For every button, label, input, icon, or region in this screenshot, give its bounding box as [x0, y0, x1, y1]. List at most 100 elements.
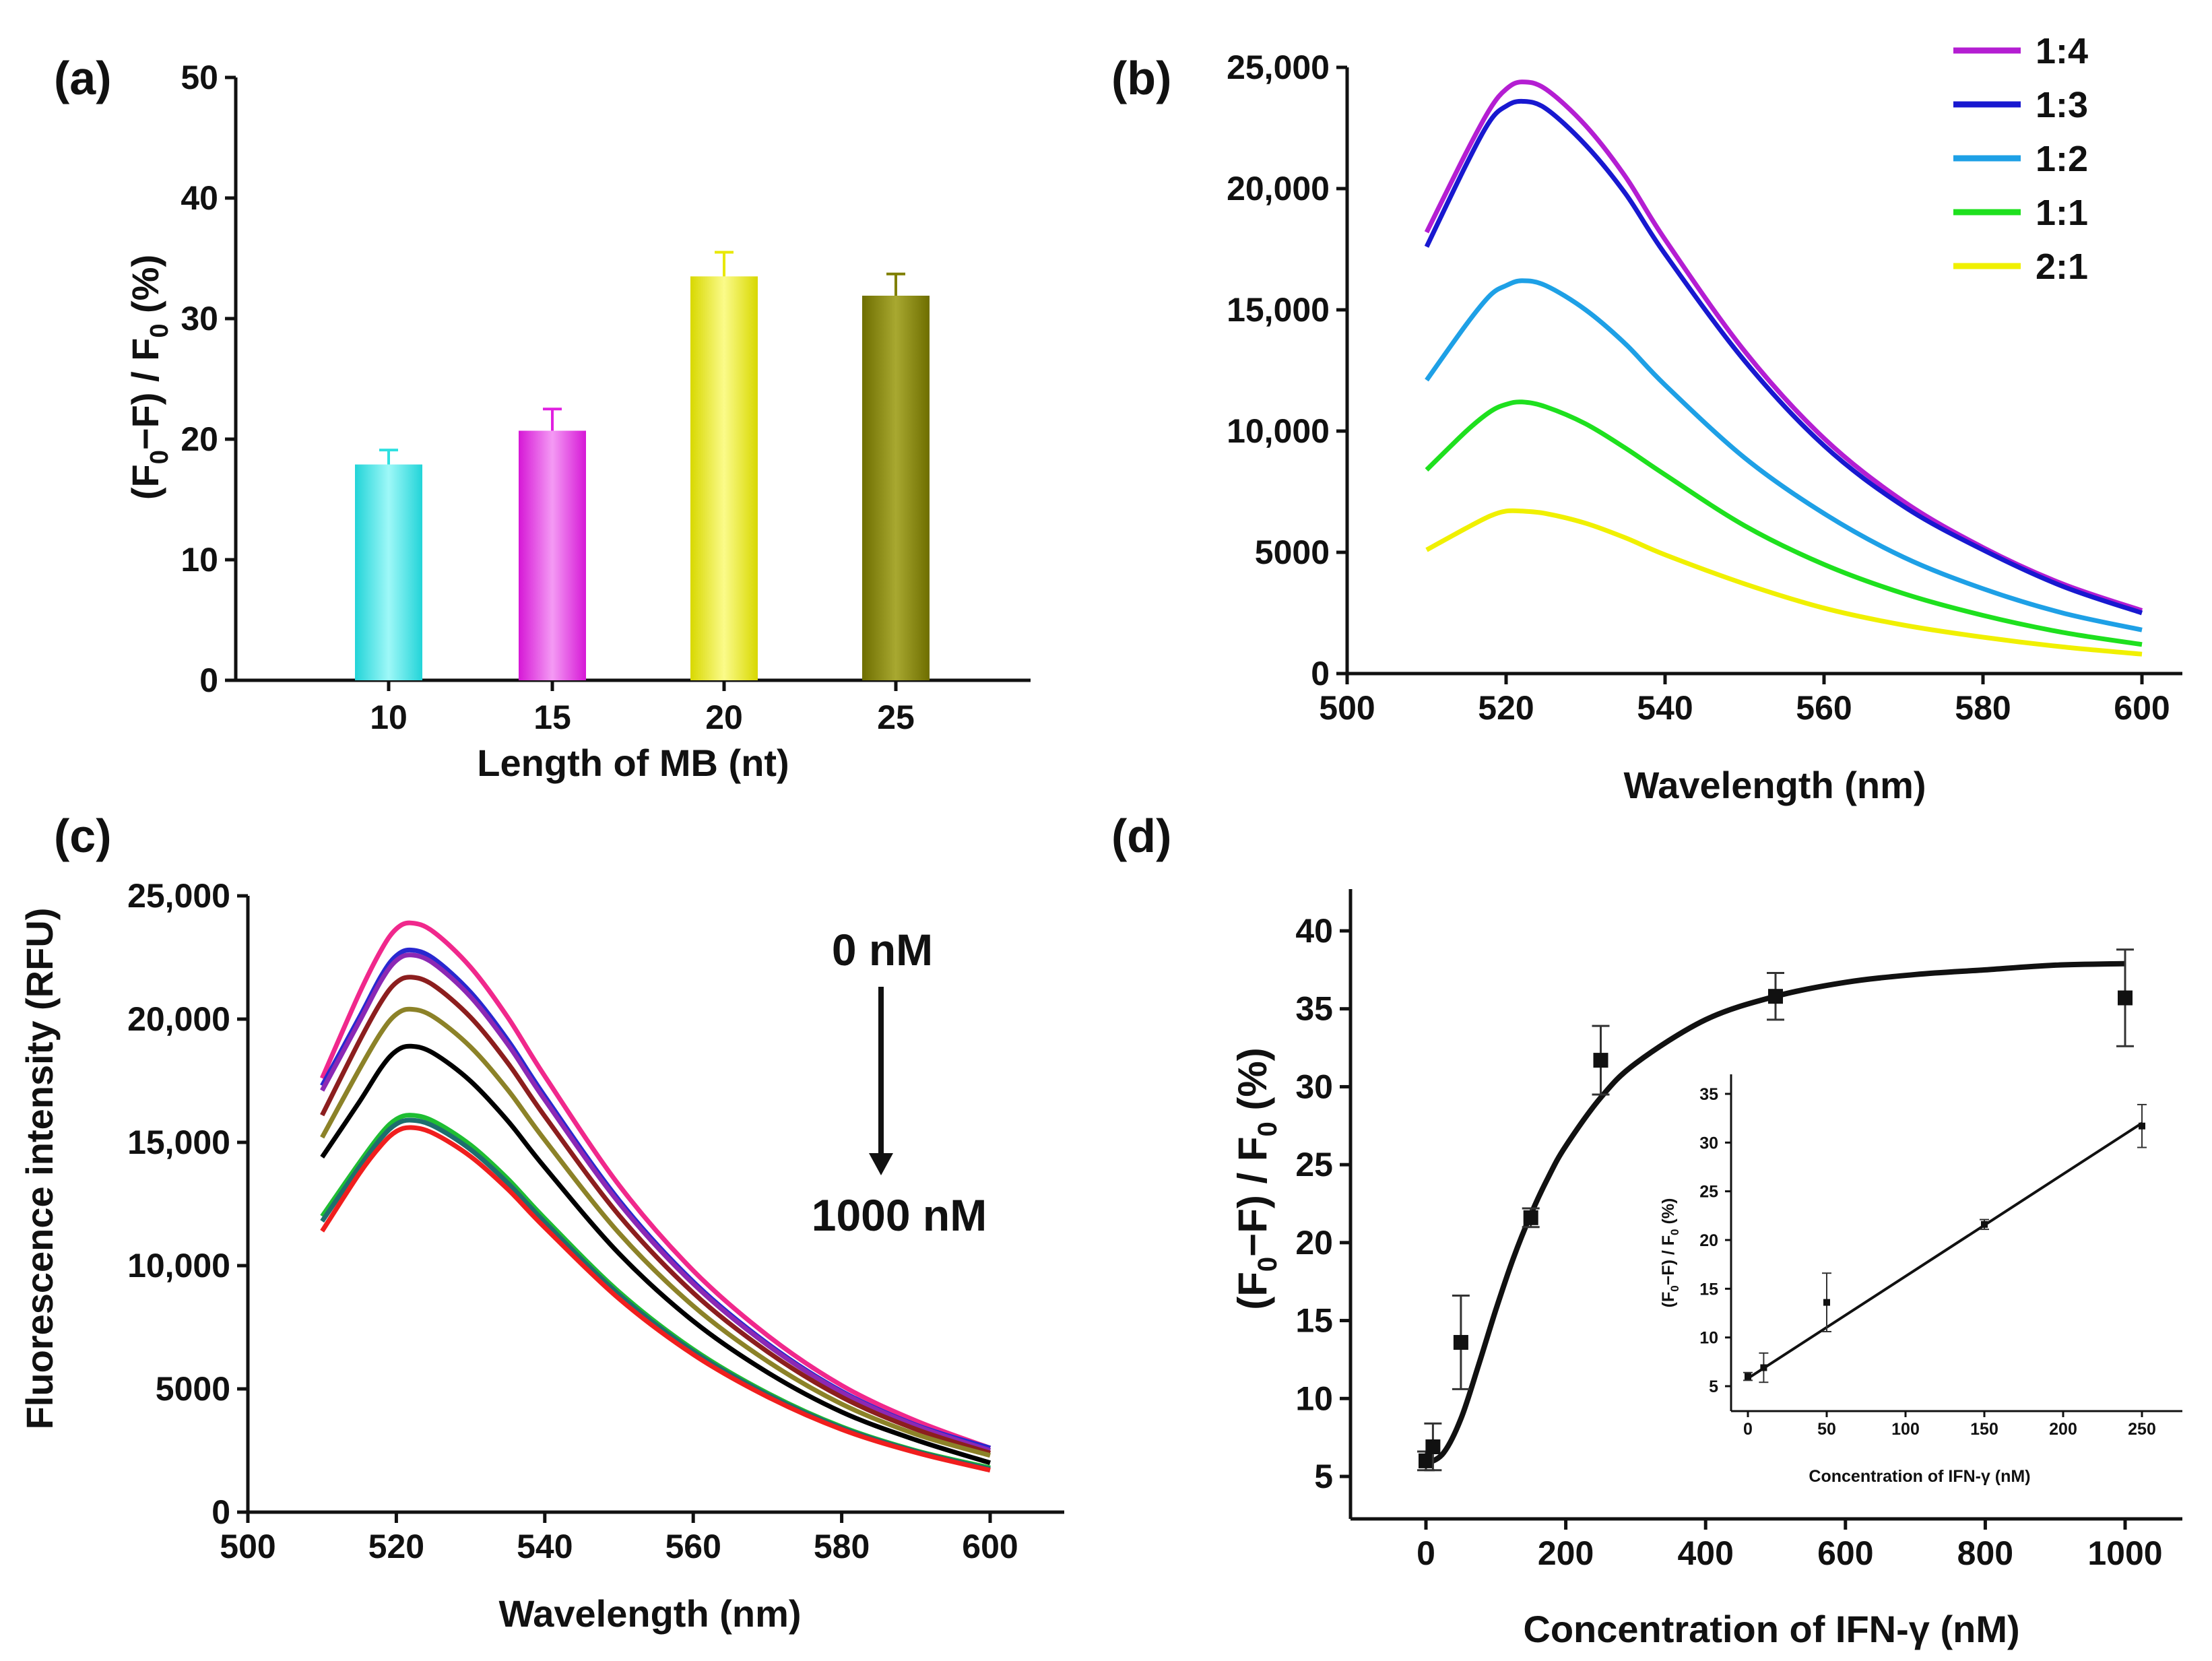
bar-25	[862, 295, 930, 680]
series-line-1:4	[1424, 79, 2143, 613]
panel-a: (a) 0 10 20 30 40 50 10 15 20 25 Length of MB (nt…	[54, 52, 1031, 784]
y-tick-label: 0	[1311, 655, 1330, 692]
data-point	[1425, 1439, 1441, 1455]
x-tick-label: 800	[1957, 1534, 2013, 1572]
series-line-c6	[320, 1043, 991, 1466]
x-tick-label: 540	[1637, 689, 1693, 727]
fit-curve	[1424, 960, 2126, 1467]
y-tick-label: 10	[1699, 1329, 1718, 1348]
panel-b-xlabel: Wavelength (nm)	[1623, 764, 1926, 806]
panel-c-xlabel: Wavelength (nm)	[498, 1592, 801, 1635]
x-tick-label: 520	[1478, 689, 1534, 727]
x-tick-label: 150	[1970, 1420, 1998, 1439]
y-tick-label: 15,000	[1227, 291, 1330, 329]
y-tick-label: 30	[1295, 1068, 1333, 1105]
data-point	[1523, 1210, 1538, 1225]
annotation-0nm: 0 nM	[832, 925, 933, 975]
y-tick-label: 15	[1699, 1280, 1718, 1299]
panel-c-label: (c)	[54, 810, 112, 862]
panel-d-xlabel: Concentration of IFN-γ (nM)	[1523, 1608, 2019, 1650]
x-tick-label: 200	[1538, 1534, 1594, 1572]
y-tick-label: 20	[181, 420, 218, 458]
series-line-2:1	[1425, 508, 2143, 657]
legend-label-1:2: 1:2	[2036, 139, 2088, 179]
series-line-c9	[320, 1125, 991, 1473]
y-tick-label: 5000	[156, 1370, 230, 1408]
panel-a-ylabel: (F0−F) / F0 (%)	[124, 255, 174, 500]
data-point	[1419, 1453, 1433, 1468]
y-tick-label: 30	[1699, 1134, 1718, 1152]
series-line-c1	[319, 920, 991, 1451]
inset-data-point	[1981, 1220, 1988, 1228]
legend-label-1:4: 1:4	[2036, 31, 2088, 71]
series-line-1:3	[1424, 98, 2143, 616]
series-line-c5	[320, 1006, 991, 1458]
y-tick-label: 20,000	[1227, 170, 1330, 207]
x-tick-label: 400	[1677, 1534, 1733, 1572]
y-tick-label: 20	[1699, 1231, 1718, 1250]
inset-ylabel: (F0−F) / F0 (%)	[1659, 1198, 1681, 1308]
panel-b-legend: 1:4 1:3 1:2 1:1 2:1	[1953, 31, 2088, 287]
data-point	[1593, 1053, 1608, 1068]
y-tick-label: 20	[1295, 1224, 1333, 1262]
x-tick-label: 560	[1796, 689, 1852, 727]
x-tick-label: 0	[1743, 1420, 1753, 1439]
annotation-1000nm: 1000 nM	[812, 1190, 987, 1240]
inset-fit-line	[1747, 1121, 2143, 1380]
y-tick-label: 20,000	[127, 1000, 230, 1038]
y-tick-label: 0	[199, 661, 218, 699]
panel-c-ylabel: Fluorescence intensity (RFU)	[18, 908, 61, 1430]
panel-a-plot: 0 10 20 30 40 50 10 15 20 25	[181, 59, 1031, 736]
y-tick-label: 15	[1295, 1302, 1333, 1340]
x-tick-label: 1000	[2087, 1534, 2162, 1572]
panel-b-label: (b)	[1111, 52, 1171, 104]
series-line-c4	[320, 975, 991, 1456]
panel-a-xlabel: Length of MB (nt)	[477, 742, 789, 784]
data-point	[2118, 990, 2133, 1006]
series-line-c3	[320, 952, 991, 1453]
x-tick-label: 25	[877, 698, 915, 736]
y-tick-label: 50	[181, 59, 218, 96]
y-tick-label: 25	[1295, 1146, 1333, 1183]
panel-c-plot: 500 520 540 560 580 600 0 5000 10,000 15,000 20,00…	[127, 877, 1064, 1565]
x-tick-label: 600	[2114, 689, 2170, 727]
legend-label-1:1: 1:1	[2036, 193, 2088, 233]
x-tick-label: 15	[533, 698, 571, 736]
y-tick-label: 10	[181, 541, 218, 579]
data-point	[1768, 989, 1783, 1004]
x-tick-label: 20	[705, 698, 743, 736]
legend-label-1:3: 1:3	[2036, 85, 2088, 125]
y-tick-label: 5	[1314, 1458, 1333, 1495]
bar-20	[690, 276, 758, 681]
x-tick-label: 200	[2049, 1420, 2077, 1439]
x-tick-label: 580	[814, 1528, 870, 1565]
x-tick-label: 520	[368, 1528, 424, 1565]
x-tick-label: 500	[220, 1528, 275, 1565]
x-tick-label: 10	[370, 698, 408, 736]
y-tick-label: 40	[181, 179, 218, 217]
bar-10	[355, 464, 422, 680]
series-line-1:1	[1425, 399, 2143, 647]
series-line-1:2	[1425, 278, 2143, 632]
x-tick-label: 100	[1891, 1420, 1920, 1439]
x-tick-label: 250	[2128, 1420, 2156, 1439]
annotation-arrow-head	[869, 1153, 893, 1175]
y-tick-label: 40	[1295, 912, 1333, 950]
inset-data-point	[1745, 1373, 1751, 1380]
x-tick-label: 500	[1319, 689, 1375, 727]
data-point	[1453, 1334, 1468, 1350]
panel-b-plot: 500 520 540 560 580 600 0 5000 10,000 15,000 20,00…	[1227, 48, 2182, 727]
inset-data-point	[1823, 1299, 1830, 1306]
y-tick-label: 10,000	[1227, 412, 1330, 450]
panel-b: (b) 500 520 540 560 580 600 0 5000 10,000 15,000 2…	[1111, 31, 2182, 806]
y-tick-label: 35	[1295, 990, 1333, 1028]
y-tick-label: 5	[1709, 1377, 1718, 1396]
y-tick-label: 30	[181, 300, 218, 337]
y-tick-label: 25,000	[1227, 48, 1330, 86]
y-tick-label: 5000	[1255, 533, 1330, 571]
x-tick-label: 560	[665, 1528, 721, 1565]
panel-d-ylabel: (F0−F) / F0 (%)	[1230, 1047, 1282, 1309]
